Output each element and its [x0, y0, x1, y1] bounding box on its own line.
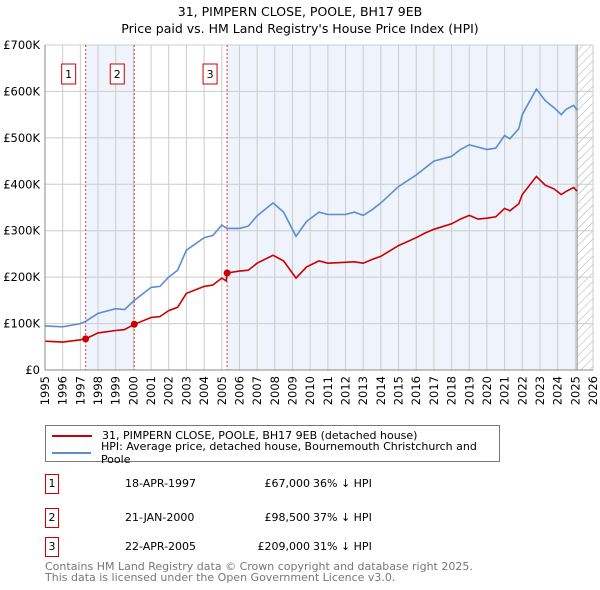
x-tick-label: 2008 — [268, 376, 282, 405]
x-tick-label: 2013 — [356, 376, 370, 405]
x-tick-label: 2014 — [374, 376, 388, 405]
y-tick-label: £100K — [3, 317, 40, 331]
footer-copyright: Contains HM Land Registry data © Crown c… — [45, 560, 473, 573]
sale-hpi-diff: 31% ↓ HPI — [313, 540, 372, 553]
hpi-line — [44, 87, 578, 328]
legend-item-hpi: HPI: Average price, detached house, Bour… — [52, 440, 499, 466]
sale-marker-badge: 1 — [45, 474, 59, 494]
sale-row: 3 22-APR-2005 £209,000 31% ↓ HPI — [45, 537, 445, 557]
x-tick-label: 2004 — [197, 376, 211, 405]
x-tick-label: 2006 — [232, 376, 246, 405]
x-tick-label: 2016 — [409, 376, 423, 405]
forecast-hatch — [577, 45, 593, 370]
chart-subtitle: Price paid vs. HM Land Registry's House … — [121, 21, 479, 36]
sale-row: 2 21-JAN-2000 £98,500 37% ↓ HPI — [45, 508, 445, 528]
shaded-period — [85, 45, 135, 370]
sale-marker-box — [202, 63, 218, 85]
legend-label: 31, PIMPERN CLOSE, POOLE, BH17 9EB (deta… — [102, 429, 418, 442]
x-tick-label: 2005 — [215, 376, 229, 405]
x-tick-label: 2003 — [179, 376, 193, 405]
legend-item-property: 31, PIMPERN CLOSE, POOLE, BH17 9EB (deta… — [52, 427, 417, 444]
legend: 31, PIMPERN CLOSE, POOLE, BH17 9EB (deta… — [45, 425, 500, 466]
sale-marker-label: 2 — [114, 68, 121, 81]
x-tick-label: 2024 — [551, 376, 565, 405]
legend-label: HPI: Average price, detached house, Bour… — [100, 439, 477, 466]
sale-date: 22-APR-2005 — [125, 540, 197, 553]
x-tick-label: 2020 — [480, 376, 494, 405]
x-tick-label: 1995 — [38, 376, 52, 405]
x-tick-label: 2017 — [427, 376, 441, 405]
x-tick-label: 1998 — [91, 376, 105, 405]
sale-date: 21-JAN-2000 — [125, 511, 195, 524]
x-tick-label: 2023 — [533, 376, 547, 405]
chart-title: 31, PIMPERN CLOSE, POOLE, BH17 9EB — [177, 4, 423, 19]
x-tick-label: 1996 — [56, 376, 70, 405]
x-tick-label: 1999 — [109, 376, 123, 405]
sale-price: £209,000 — [257, 540, 311, 553]
sale-point — [130, 320, 138, 328]
x-tick-label: 2000 — [126, 376, 140, 405]
x-tick-label: 2009 — [285, 376, 299, 405]
sale-marker-label: 1 — [65, 68, 72, 81]
sale-hpi-diff: 37% ↓ HPI — [313, 511, 372, 524]
sale-row: 1 18-APR-1997 £67,000 36% ↓ HPI — [45, 474, 445, 494]
sale-hpi-diff: 36% ↓ HPI — [313, 477, 372, 490]
x-tick-label: 2007 — [250, 376, 264, 405]
y-tick-label: £200K — [3, 270, 40, 284]
y-tick-label: £700K — [3, 38, 40, 52]
x-tick-label: 2022 — [515, 376, 529, 405]
y-tick-label: £300K — [3, 224, 40, 238]
x-tick-label: 2019 — [462, 376, 476, 405]
x-tick-label: 2001 — [144, 376, 158, 405]
x-tick-label: 2012 — [339, 376, 353, 405]
sale-point — [82, 335, 90, 343]
x-tick-label: 2015 — [392, 376, 406, 405]
sale-price: £98,500 — [264, 511, 311, 524]
y-tick-label: £0 — [25, 363, 40, 377]
price-chart: 1995 1996 1997 1998 1999 2000 2001 2002 2003 2004… — [3, 38, 600, 405]
x-tick-label: 2018 — [445, 376, 459, 405]
property-price-line — [44, 175, 578, 343]
x-tick-label: 2011 — [321, 376, 335, 405]
shaded-period — [227, 45, 578, 370]
y-tick-label: £500K — [3, 131, 40, 145]
x-tick-label: 2002 — [162, 376, 176, 405]
x-tick-label: 2010 — [303, 376, 317, 405]
sale-date: 18-APR-1997 — [125, 477, 197, 490]
sale-marker-box — [109, 63, 125, 85]
x-tick-label: 1997 — [73, 376, 87, 405]
x-tick-label: 2021 — [498, 376, 512, 405]
legend-swatch — [52, 434, 92, 437]
x-tick-label: 2025 — [568, 376, 582, 405]
sale-price: £67,000 — [264, 477, 311, 490]
footer-licence: This data is licensed under the Open Gov… — [45, 571, 396, 584]
sale-marker-badge: 2 — [45, 508, 59, 528]
y-tick-label: £600K — [3, 84, 40, 98]
sale-marker-box — [61, 63, 77, 85]
x-tick-label: 2026 — [586, 376, 600, 405]
legend-swatch — [52, 451, 91, 454]
sale-marker-label: 3 — [207, 68, 214, 81]
sale-marker-badge: 3 — [45, 537, 59, 557]
y-tick-label: £400K — [3, 177, 40, 191]
sale-point — [223, 269, 231, 277]
